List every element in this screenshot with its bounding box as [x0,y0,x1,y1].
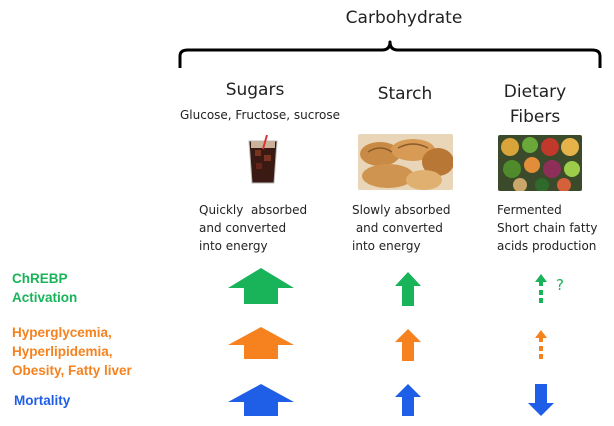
description-fibers: Fermented Short chain fatty acids produc… [497,203,598,253]
description-sugars: Quickly absorbed and converted into ener… [199,203,308,253]
cola-glass-icon [248,135,278,184]
large-up-arrow-icon [228,327,294,359]
medium-down-arrow-icon [528,384,554,416]
row-label-mortality: Mortality [14,393,71,408]
medium-up-arrow-icon [395,384,421,416]
large-up-arrow-icon [228,268,294,304]
small-dashed-up-arrow-icon [535,330,547,359]
bread-icon [358,134,453,190]
brace-icon [178,40,602,68]
column-heading-fibers: Dietary Fibers [503,82,567,127]
vegetables-icon [498,135,582,191]
column-subheading-sugars: Glucose, Fructose, sucrose [179,108,341,122]
small-dashed-up-arrow-icon [535,274,547,303]
diagram-title: Carbohydrate [345,8,463,28]
column-heading-sugars: Sugars [225,80,285,100]
medium-up-arrow-icon [395,272,421,306]
large-up-arrow-icon [228,384,294,416]
row-label-chrebp: ChREBP Activation [12,271,78,305]
row-label-hyperglycemia: Hyperglycemia, Hyperlipidemia, Obesity, … [12,325,132,378]
column-heading-starch: Starch [377,84,433,104]
uncertain-annotation: ? [556,276,564,294]
description-starch: Slowly absorbed and converted into energ… [352,203,451,253]
medium-up-arrow-icon [395,329,421,361]
